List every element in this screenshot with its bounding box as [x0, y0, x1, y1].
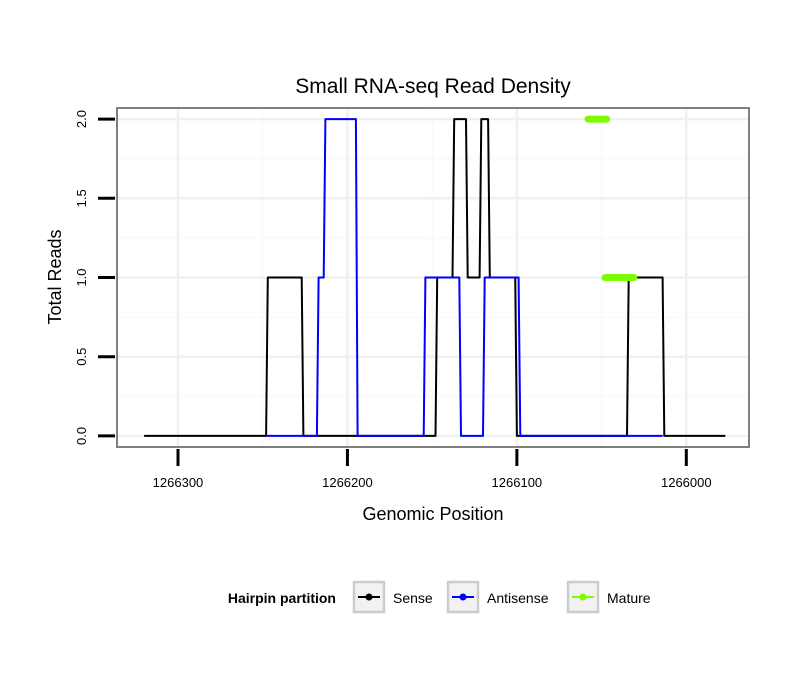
series-layer: [144, 115, 726, 437]
y-tick-label: 1.0: [74, 268, 89, 286]
x-tick-label: 1266300: [153, 475, 204, 490]
y-tick-label: 2.0: [74, 110, 89, 128]
x-tick-label: 1266000: [661, 475, 712, 490]
sense-legend-point: [365, 593, 373, 601]
x-axis-title: Genomic Position: [362, 504, 503, 524]
antisense-legend-label: Antisense: [487, 590, 549, 606]
antisense-series-line: [266, 118, 663, 437]
sense-series-line: [144, 118, 726, 437]
x-tick-label: 1266200: [322, 475, 373, 490]
legend: Hairpin partition Sense Antisense Mature: [228, 580, 651, 614]
mature-legend-label: Mature: [607, 590, 651, 606]
y-tick-label: 0.0: [74, 427, 89, 445]
antisense-legend-point: [459, 593, 467, 601]
x-tick-label: 1266100: [492, 475, 543, 490]
y-tick-label: 1.5: [74, 189, 89, 207]
axes: 0.0 0.5 1.0 1.5 2.0 1266300 1266200 1266100 1266…: [74, 110, 712, 490]
y-tick-label: 0.5: [74, 348, 89, 366]
plot-panel-border: [116, 107, 750, 448]
y-axis-title: Total Reads: [45, 229, 65, 324]
chart-title: Small RNA-seq Read Density: [295, 75, 571, 98]
sense-legend-label: Sense: [393, 590, 433, 606]
mature-legend-point: [579, 593, 587, 601]
legend-title: Hairpin partition: [228, 590, 336, 606]
